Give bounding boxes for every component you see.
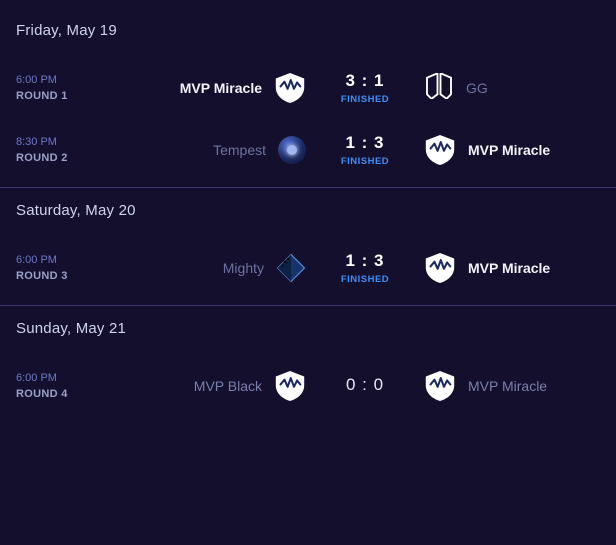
day-divider xyxy=(0,305,616,306)
match-row[interactable]: 6:00 PM ROUND 3 Mighty 1 : 3 FINISHED xyxy=(0,237,616,299)
match-center: Mighty 1 : 3 FINISHED xyxy=(126,251,604,285)
match-status: FINISHED xyxy=(341,274,389,285)
team-right[interactable]: MVP Miracle xyxy=(424,253,604,283)
match-schedule: Friday, May 19 6:00 PM ROUND 1 MVP Mirac… xyxy=(0,0,616,545)
team-left-name: MVP Black xyxy=(194,378,262,394)
match-status: FINISHED xyxy=(341,94,389,105)
team-right[interactable]: GG xyxy=(424,73,604,104)
match-time-block: 6:00 PM ROUND 1 xyxy=(16,74,126,102)
day-block: Sunday, May 21 6:00 PM ROUND 4 MVP Black… xyxy=(0,312,616,417)
team-right[interactable]: MVP Miracle xyxy=(424,371,604,401)
match-center: Tempest 1 : 3 FINISHED MVP Miracle xyxy=(126,133,604,167)
mvp-miracle-logo-icon xyxy=(274,371,306,401)
team-left-name: Mighty xyxy=(223,260,264,276)
match-time-label: 6:00 PM xyxy=(16,254,126,266)
mvp-miracle-logo-icon xyxy=(424,371,456,401)
match-score: 0 : 0 xyxy=(346,375,384,395)
match-center: MVP Black 0 : 0 MVP Miracle xyxy=(126,371,604,401)
team-right-name: MVP Miracle xyxy=(468,378,547,394)
team-left-name: MVP Miracle xyxy=(180,80,262,96)
team-right-name: GG xyxy=(466,80,488,96)
gg-team-logo-icon xyxy=(424,73,454,104)
team-left[interactable]: MVP Miracle xyxy=(126,73,306,103)
match-score: 1 : 3 xyxy=(345,251,384,271)
mvp-miracle-logo-icon xyxy=(274,73,306,103)
match-round-label: ROUND 2 xyxy=(16,152,126,164)
day-divider xyxy=(0,187,616,188)
match-time-block: 6:00 PM ROUND 4 xyxy=(16,372,126,400)
score-block: 0 : 0 xyxy=(320,375,410,398)
match-time-label: 6:00 PM xyxy=(16,372,126,384)
match-center: MVP Miracle 3 : 1 FINISHED GG xyxy=(126,71,604,105)
score-block: 1 : 3 FINISHED xyxy=(320,251,410,285)
match-score: 1 : 3 xyxy=(345,133,384,153)
team-right[interactable]: MVP Miracle xyxy=(424,135,604,165)
day-header-label: Saturday, May 20 xyxy=(0,194,616,237)
match-time-label: 8:30 PM xyxy=(16,136,126,148)
match-round-label: ROUND 1 xyxy=(16,90,126,102)
match-row[interactable]: 8:30 PM ROUND 2 Tempest 1 : 3 FINISHED xyxy=(0,119,616,181)
team-left[interactable]: MVP Black xyxy=(126,371,306,401)
match-round-label: ROUND 4 xyxy=(16,388,126,400)
mighty-team-logo-icon xyxy=(276,253,306,283)
match-time-block: 6:00 PM ROUND 3 xyxy=(16,254,126,282)
mvp-miracle-logo-icon xyxy=(424,135,456,165)
match-time-block: 8:30 PM ROUND 2 xyxy=(16,136,126,164)
team-left[interactable]: Mighty xyxy=(126,253,306,283)
match-time-label: 6:00 PM xyxy=(16,74,126,86)
match-row[interactable]: 6:00 PM ROUND 1 MVP Miracle 3 : 1 FINISH… xyxy=(0,57,616,119)
team-right-name: MVP Miracle xyxy=(468,142,550,158)
score-block: 1 : 3 FINISHED xyxy=(320,133,410,167)
score-block: 3 : 1 FINISHED xyxy=(320,71,410,105)
day-block: Friday, May 19 6:00 PM ROUND 1 MVP Mirac… xyxy=(0,14,616,181)
match-status: FINISHED xyxy=(341,156,389,167)
mvp-miracle-logo-icon xyxy=(424,253,456,283)
team-left[interactable]: Tempest xyxy=(126,136,306,164)
day-header-label: Sunday, May 21 xyxy=(0,312,616,355)
match-row[interactable]: 6:00 PM ROUND 4 MVP Black 0 : 0 xyxy=(0,355,616,417)
tempest-team-logo-icon xyxy=(278,136,306,164)
match-score: 3 : 1 xyxy=(345,71,384,91)
day-block: Saturday, May 20 6:00 PM ROUND 3 Mighty … xyxy=(0,194,616,299)
team-right-name: MVP Miracle xyxy=(468,260,550,276)
team-left-name: Tempest xyxy=(213,142,266,158)
match-round-label: ROUND 3 xyxy=(16,270,126,282)
day-header-label: Friday, May 19 xyxy=(0,14,616,57)
